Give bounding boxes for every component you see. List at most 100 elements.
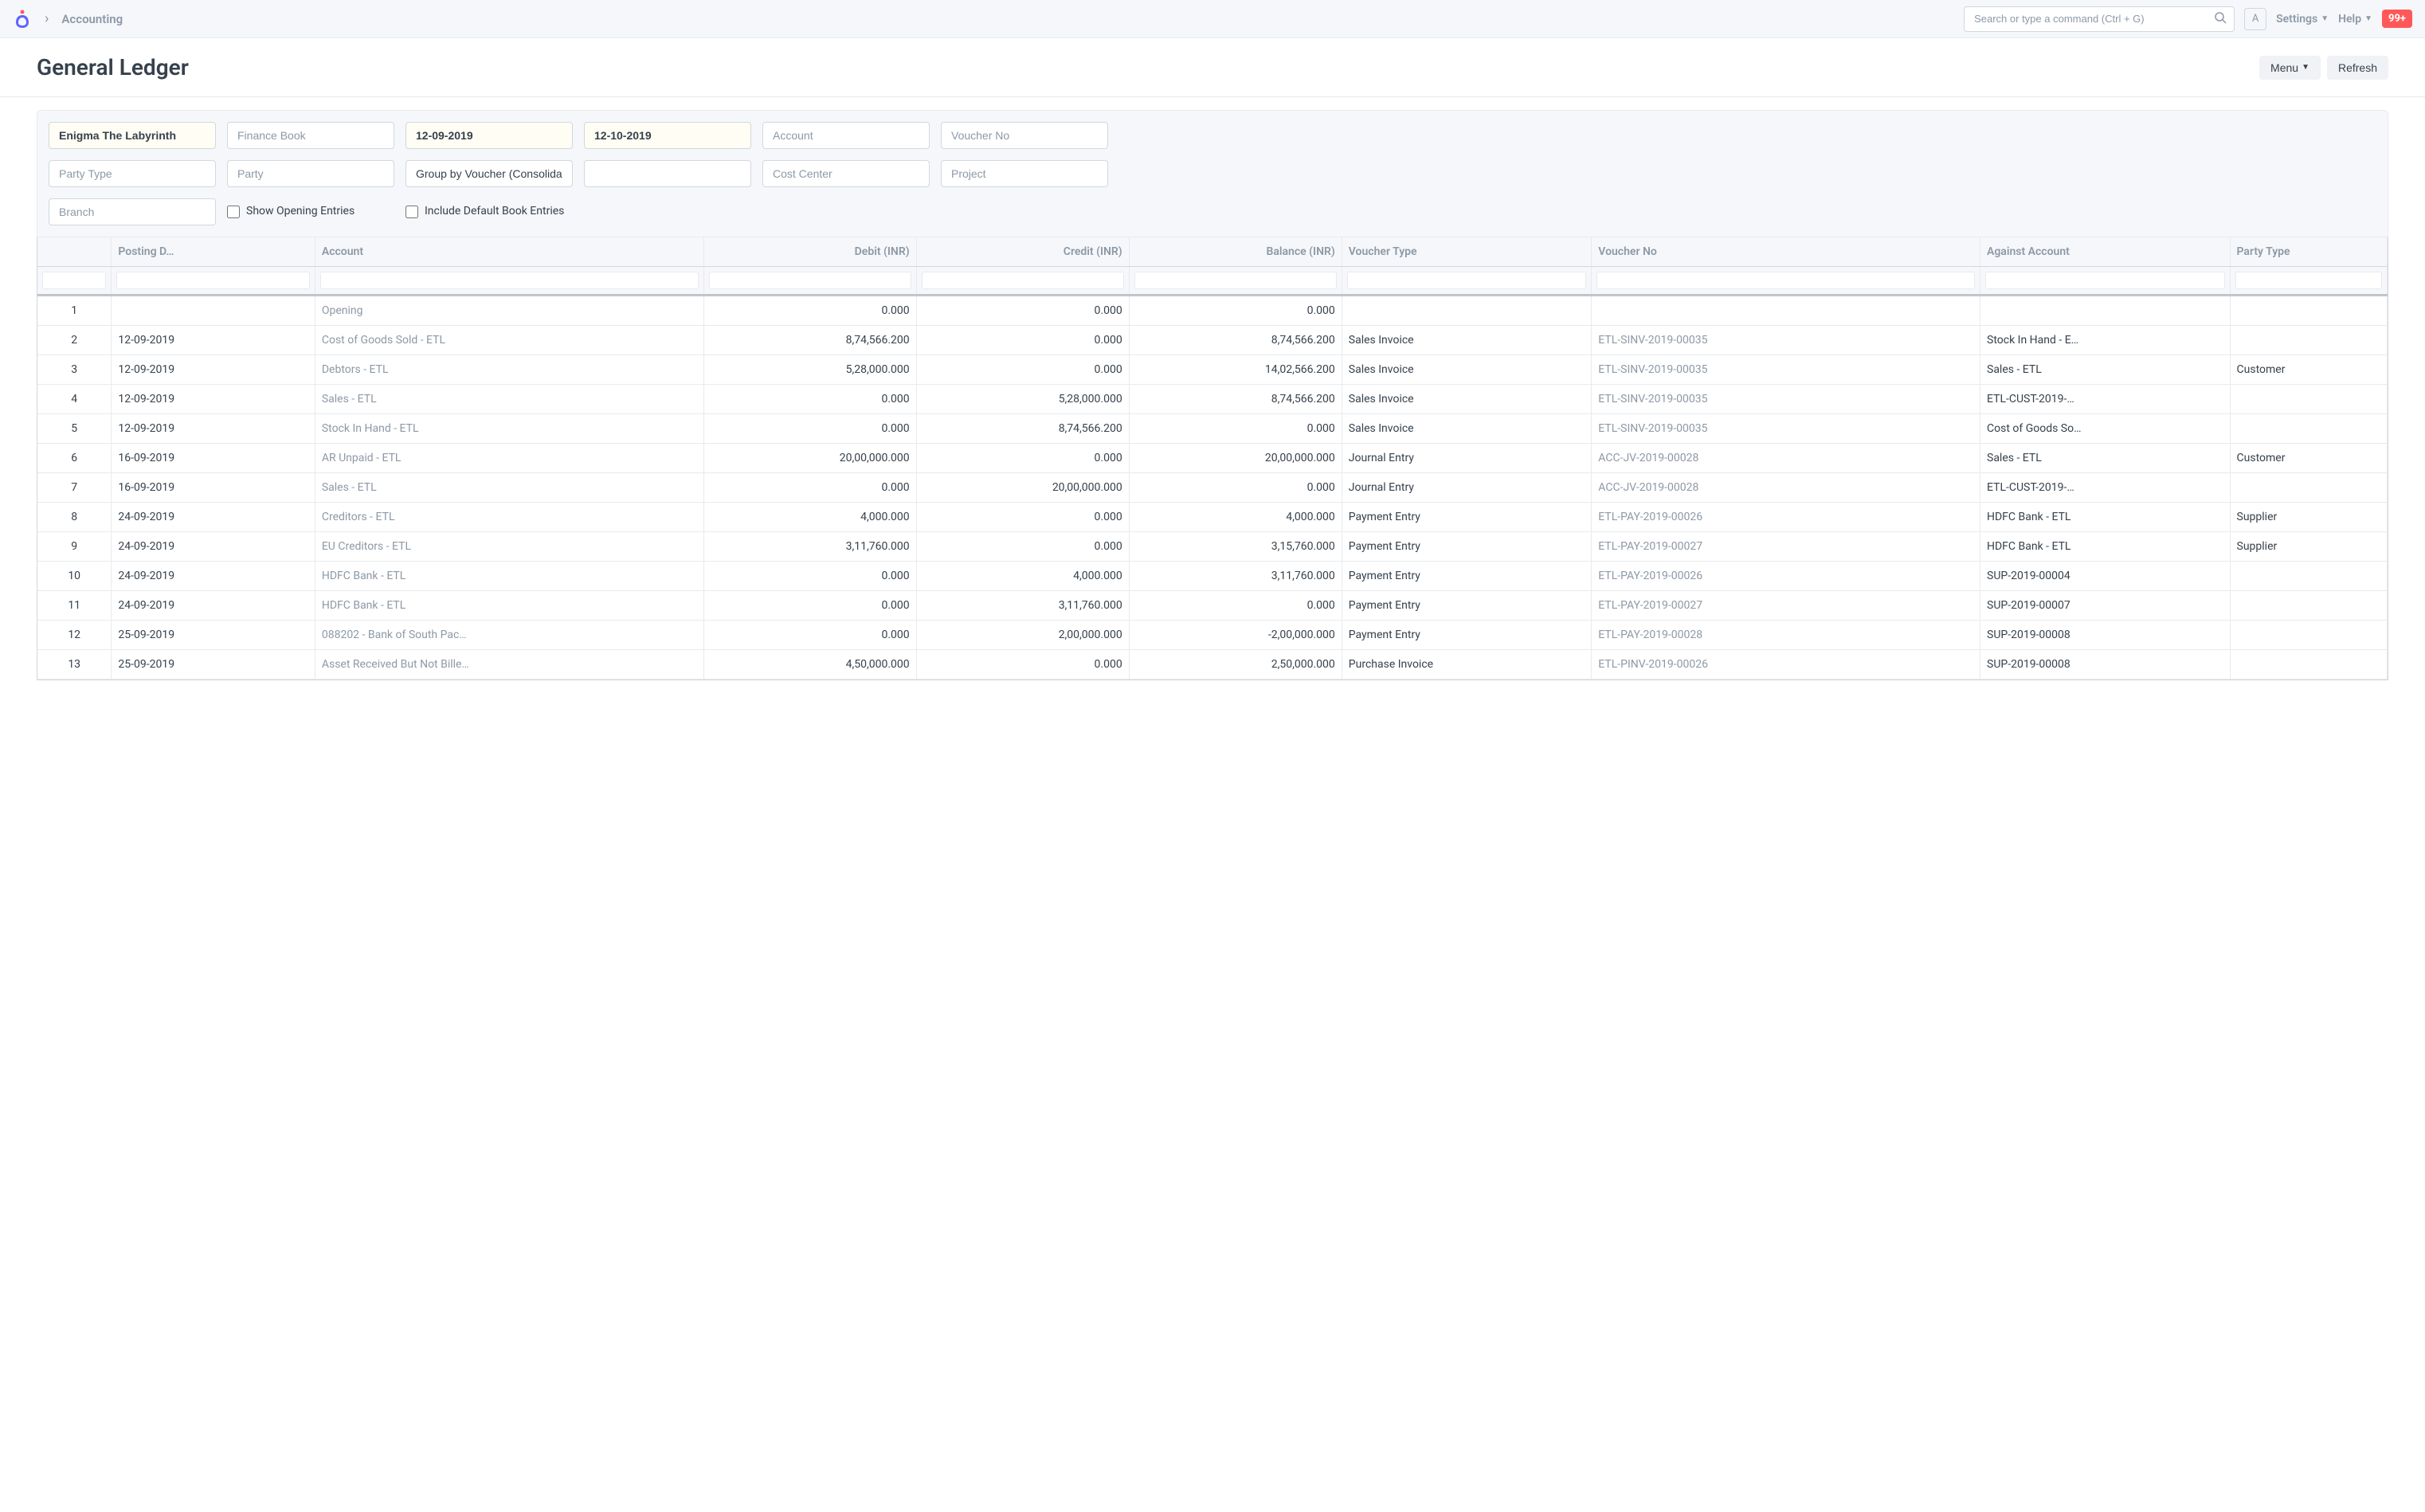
table-cell: Sales Invoice: [1342, 385, 1592, 414]
table-cell: 3,15,760.000: [1129, 532, 1342, 562]
blank-filter[interactable]: [584, 160, 751, 187]
caret-down-icon: ▼: [2302, 63, 2309, 72]
column-filter-cell: [1980, 267, 2231, 296]
column-filter-cell: [112, 267, 315, 296]
table-cell: ETL-SINV-2019-00035: [1592, 414, 1980, 444]
table-row[interactable]: 616-09-2019AR Unpaid - ETL20,00,000.0000…: [37, 444, 2388, 473]
table-cell: 12: [37, 621, 112, 650]
column-filter-input[interactable]: [922, 272, 1124, 289]
column-header[interactable]: Voucher Type: [1342, 237, 1592, 267]
column-filter-input[interactable]: [1134, 272, 1337, 289]
column-filter-input[interactable]: [2235, 272, 2382, 289]
column-header[interactable]: [37, 237, 112, 267]
table-cell: 10: [37, 562, 112, 591]
table-row[interactable]: 412-09-2019Sales - ETL0.0005,28,000.0008…: [37, 385, 2388, 414]
table-cell: 3: [37, 355, 112, 385]
table-cell: 0.000: [703, 621, 916, 650]
refresh-button[interactable]: Refresh: [2327, 56, 2388, 80]
table-row[interactable]: 924-09-2019EU Creditors - ETL3,11,760.00…: [37, 532, 2388, 562]
caret-down-icon: ▼: [2321, 14, 2329, 23]
filters-container: Show Opening Entries Include Default Boo…: [0, 97, 2425, 237]
notification-badge[interactable]: 99+: [2382, 10, 2412, 28]
help-dropdown[interactable]: Help▼: [2338, 13, 2372, 25]
show-opening-label: Show Opening Entries: [246, 204, 355, 220]
table-cell: 25-09-2019: [112, 650, 315, 680]
voucher-no-filter[interactable]: [941, 122, 1108, 149]
settings-dropdown[interactable]: Settings ▼: [2276, 13, 2329, 25]
table-cell: ETL-PAY-2019-00026: [1592, 503, 1980, 532]
column-filter-input[interactable]: [116, 272, 309, 289]
table-cell: 0.000: [916, 650, 1129, 680]
table-row[interactable]: 1Opening0.0000.0000.000: [37, 296, 2388, 326]
menu-button[interactable]: Menu▼: [2259, 56, 2321, 80]
app-logo-icon[interactable]: [13, 10, 32, 29]
table-cell: EU Creditors - ETL: [315, 532, 703, 562]
column-filter-input[interactable]: [709, 272, 911, 289]
table-cell: SUP-2019-00008: [1980, 650, 2231, 680]
table-cell: Sales Invoice: [1342, 414, 1592, 444]
account-filter[interactable]: [762, 122, 930, 149]
party-type-filter[interactable]: [49, 160, 216, 187]
column-filter-input[interactable]: [1985, 272, 2225, 289]
search-icon[interactable]: [2214, 11, 2227, 27]
table-row[interactable]: 212-09-2019Cost of Goods Sold - ETL8,74,…: [37, 326, 2388, 355]
table-cell: 8: [37, 503, 112, 532]
table-cell: Sales - ETL: [1980, 355, 2231, 385]
table-cell: ETL-PINV-2019-00026: [1592, 650, 1980, 680]
column-filter-input[interactable]: [1347, 272, 1587, 289]
table-cell: ETL-PAY-2019-00027: [1592, 532, 1980, 562]
table-cell: Sales - ETL: [315, 473, 703, 503]
table-row[interactable]: 716-09-2019Sales - ETL0.00020,00,000.000…: [37, 473, 2388, 503]
project-filter[interactable]: [941, 160, 1108, 187]
company-filter[interactable]: [49, 122, 216, 149]
from-date-filter[interactable]: [405, 122, 573, 149]
search-input[interactable]: [1964, 6, 2235, 32]
table-cell: [2230, 326, 2387, 355]
table-row[interactable]: 1124-09-2019HDFC Bank - ETL0.0003,11,760…: [37, 591, 2388, 621]
user-avatar[interactable]: A: [2244, 8, 2266, 30]
column-header[interactable]: Voucher No: [1592, 237, 1980, 267]
cost-center-filter[interactable]: [762, 160, 930, 187]
include-default-checkbox[interactable]: [405, 206, 418, 218]
show-opening-checkbox[interactable]: [227, 206, 240, 218]
breadcrumb[interactable]: Accounting: [61, 12, 123, 26]
table-row[interactable]: 512-09-2019Stock In Hand - ETL0.0008,74,…: [37, 414, 2388, 444]
table-cell: ETL-CUST-2019-…: [1980, 473, 2231, 503]
table-cell: 20,00,000.000: [916, 473, 1129, 503]
table-cell: 2: [37, 326, 112, 355]
column-filter-cell: [1342, 267, 1592, 296]
table-cell: 4,50,000.000: [703, 650, 916, 680]
table-cell: 16-09-2019: [112, 473, 315, 503]
column-filter-input[interactable]: [320, 272, 699, 289]
table-cell: [2230, 650, 2387, 680]
column-header[interactable]: Balance (INR): [1129, 237, 1342, 267]
group-by-filter[interactable]: [405, 160, 573, 187]
column-header[interactable]: Party Type: [2230, 237, 2387, 267]
branch-filter[interactable]: [49, 198, 216, 225]
table-row[interactable]: 1225-09-2019088202 - Bank of South Pac…0…: [37, 621, 2388, 650]
settings-label: Settings: [2276, 13, 2317, 25]
table-row[interactable]: 824-09-2019Creditors - ETL4,000.0000.000…: [37, 503, 2388, 532]
table-row[interactable]: 312-09-2019Debtors - ETL5,28,000.0000.00…: [37, 355, 2388, 385]
column-filter-input[interactable]: [1596, 272, 1975, 289]
table-cell: 20,00,000.000: [703, 444, 916, 473]
finance-book-filter[interactable]: [227, 122, 394, 149]
table-cell: 0.000: [916, 296, 1129, 326]
column-header[interactable]: Credit (INR): [916, 237, 1129, 267]
to-date-filter[interactable]: [584, 122, 751, 149]
column-header[interactable]: Posting D…: [112, 237, 315, 267]
filter-row-2: [49, 160, 2376, 187]
column-filter-input[interactable]: [42, 272, 106, 289]
column-header[interactable]: Account: [315, 237, 703, 267]
caret-down-icon: ▼: [2364, 14, 2372, 23]
table-cell: 3,11,760.000: [703, 532, 916, 562]
table-row[interactable]: 1024-09-2019HDFC Bank - ETL0.0004,000.00…: [37, 562, 2388, 591]
table-cell: ETL-SINV-2019-00035: [1592, 326, 1980, 355]
column-header[interactable]: Against Account: [1980, 237, 2231, 267]
column-header[interactable]: Debit (INR): [703, 237, 916, 267]
table-cell: 12-09-2019: [112, 414, 315, 444]
table-row[interactable]: 1325-09-2019Asset Received But Not Bille…: [37, 650, 2388, 680]
table-cell: 2,00,000.000: [916, 621, 1129, 650]
party-filter[interactable]: [227, 160, 394, 187]
table-cell: 0.000: [916, 444, 1129, 473]
